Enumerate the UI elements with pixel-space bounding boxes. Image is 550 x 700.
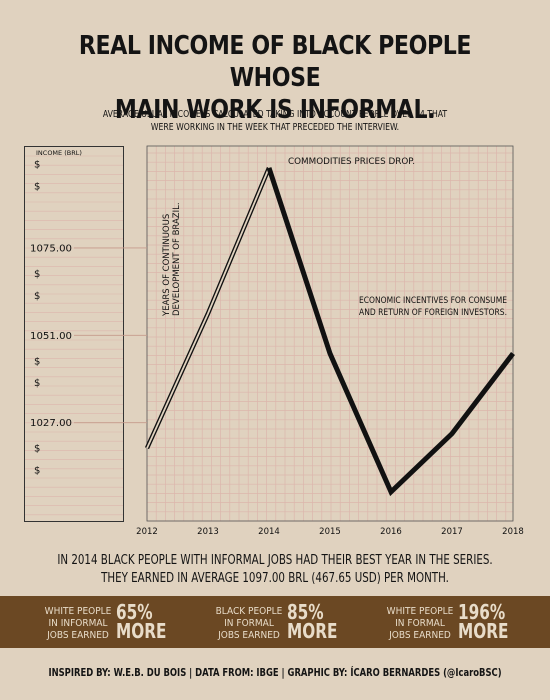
stat-value: 65% MORE: [116, 600, 167, 643]
x-tick-label: 2016: [380, 527, 402, 537]
series-line-late: [266, 167, 515, 497]
annotation-commodities: COMMODITIES PRICES DROP.: [288, 157, 415, 167]
y-tick-label: $: [34, 160, 40, 171]
stat-label-line: WHITE PEOPLE: [44, 606, 112, 617]
y-tick-label: $: [34, 356, 40, 367]
x-tick-label: 2013: [197, 527, 219, 537]
annotation-line: YEARS OF CONTINUOUS: [162, 214, 172, 317]
plot-frame: [146, 145, 514, 522]
stat-label-line: WHITE PEOPLE: [386, 606, 454, 617]
y-tick-label: $: [34, 378, 40, 389]
y-axis-panel: [24, 146, 124, 522]
y-tick-label: $: [34, 291, 40, 302]
summary-text: IN 2014 BLACK PEOPLE WITH INFORMAL JOBS …: [33, 552, 517, 588]
comparison-band: WHITE PEOPLE IN INFORMAL JOBS EARNED 65%…: [0, 596, 550, 648]
subtitle-line-1: AVERAGE USUAL INCOME IS CALCULATED TAKIN…: [102, 109, 448, 120]
stat-unit: MORE: [287, 619, 338, 643]
stat-label-line: IN FORMAL: [224, 618, 274, 629]
stat-label: BLACK PEOPLE IN FORMAL JOBS EARNED: [213, 606, 285, 642]
x-tick-label: 2018: [502, 527, 524, 537]
annotation-line: DEVELOPMENT OF BRAZIL.: [172, 202, 182, 316]
stat-percent: 196%: [458, 600, 506, 624]
x-tick-label: 2015: [319, 527, 341, 537]
stat-percent: 85%: [287, 600, 324, 624]
x-tick-label: 2017: [441, 527, 463, 537]
stat-label-line: IN FORMAL: [395, 618, 445, 629]
annotation-development: YEARS OF CONTINUOUS DEVELOPMENT OF BRAZIL…: [162, 202, 182, 317]
stat-label: WHITE PEOPLE IN FORMAL JOBS EARNED: [384, 606, 456, 642]
y-axis-title: INCOME (BRL): [36, 149, 82, 157]
stat-label-line: JOBS EARNED: [47, 630, 109, 641]
subtitle-line-2: WERE WORKING IN THE WEEK THAT PRECEDED T…: [150, 122, 400, 133]
summary-line-1: IN 2014 BLACK PEOPLE WITH INFORMAL JOBS …: [57, 553, 493, 568]
stat-value: 85% MORE: [287, 600, 338, 643]
y-tick-label: 1051.00: [30, 331, 72, 342]
y-tick-label: $: [34, 182, 40, 193]
y-tick-label: 1027.00: [30, 418, 72, 429]
title-line-2: MAIN WORK IS INFORMAL.: [114, 95, 436, 125]
stat-label-line: BLACK PEOPLE: [215, 606, 283, 617]
page-subtitle: AVERAGE USUAL INCOME IS CALCULATED TAKIN…: [39, 108, 512, 134]
y-tick-label: $: [34, 269, 40, 280]
annotation-incentives-line: ECONOMIC INCENTIVES FOR CONSUME: [359, 296, 507, 306]
stat-unit: MORE: [116, 619, 167, 643]
y-tick-label: $: [34, 444, 40, 455]
y-tick-label: $: [34, 466, 40, 477]
x-tick-label: 2012: [136, 527, 158, 537]
stat-label: WHITE PEOPLE IN INFORMAL JOBS EARNED: [42, 606, 114, 642]
stat-label-line: JOBS EARNED: [389, 630, 451, 641]
stat-percent: 65%: [116, 600, 153, 624]
x-tick-label: 2014: [258, 527, 280, 537]
credits: INSPIRED BY: W.E.B. DU BOIS | DATA FROM:…: [48, 666, 502, 679]
stat-label-line: JOBS EARNED: [218, 630, 280, 641]
page-title: REAL INCOME OF BLACK PEOPLE WHOSE MAIN W…: [41, 30, 509, 126]
stat-unit: MORE: [458, 619, 509, 643]
summary-line-2: THEY EARNED IN AVERAGE 1097.00 BRL (467.…: [101, 571, 449, 586]
annotation-incentives-line: AND RETURN OF FOREIGN INVESTORS.: [359, 308, 507, 318]
title-line-1: REAL INCOME OF BLACK PEOPLE WHOSE: [78, 31, 472, 93]
y-tick-label: 1075.00: [30, 243, 72, 254]
stat-value: 196% MORE: [458, 600, 509, 643]
stat-label-line: IN INFORMAL: [48, 618, 108, 629]
